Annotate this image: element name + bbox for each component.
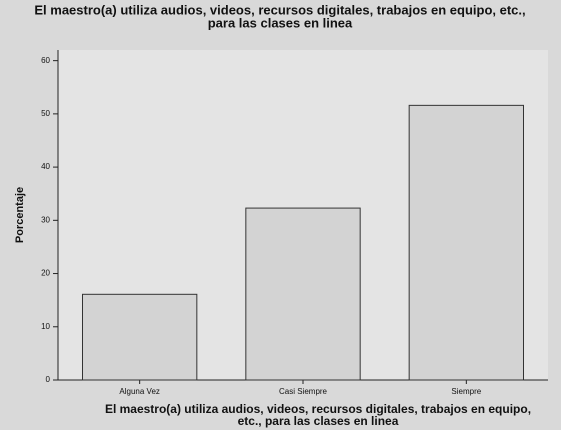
x-tick-label: Casi Siempre — [279, 387, 328, 396]
y-tick-label: 50 — [41, 109, 50, 118]
x-axis-label: El maestro(a) utiliza audios, videos, re… — [105, 402, 531, 416]
y-tick-label: 40 — [41, 162, 50, 171]
bar — [82, 293, 198, 381]
chart-title: El maestro(a) utiliza audios, videos, re… — [34, 2, 525, 17]
chart-title: para las clases en linea — [208, 15, 353, 30]
x-axis-label: etc., para las clases en linea — [238, 414, 399, 428]
y-tick-label: 0 — [46, 375, 51, 384]
y-tick-label: 10 — [41, 322, 50, 331]
y-tick-label: 20 — [41, 269, 50, 278]
x-tick-label: Siempre — [451, 387, 481, 396]
y-tick-label: 30 — [41, 215, 50, 224]
bar — [408, 104, 524, 381]
y-axis-label: Porcentaje — [14, 187, 26, 243]
bar — [245, 207, 361, 381]
y-tick-label: 60 — [41, 56, 50, 65]
x-tick-label: Alguna Vez — [119, 387, 159, 396]
